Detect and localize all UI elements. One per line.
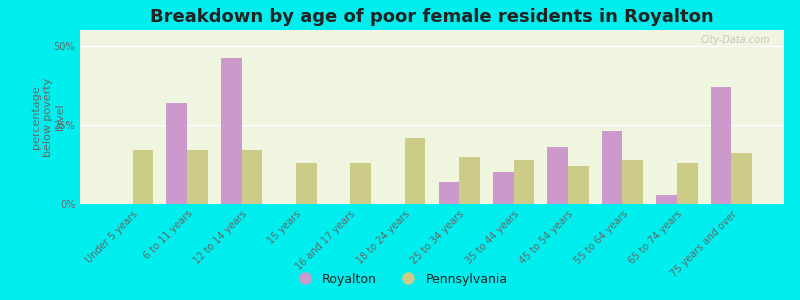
Legend: Royalton, Pennsylvania: Royalton, Pennsylvania (287, 268, 513, 291)
Bar (438, 182, 459, 204)
Bar (350, 163, 371, 204)
Bar (133, 150, 154, 204)
Bar (622, 160, 643, 204)
Y-axis label: percentage
below poverty
level: percentage below poverty level (31, 77, 65, 157)
Bar (166, 103, 187, 204)
Bar (547, 147, 568, 204)
Bar (459, 157, 480, 204)
Bar (242, 150, 262, 204)
Bar (677, 163, 698, 204)
Bar (221, 58, 242, 204)
Bar (710, 87, 731, 204)
Bar (568, 166, 589, 204)
Bar (656, 194, 677, 204)
Bar (731, 153, 752, 204)
Bar (296, 163, 317, 204)
Bar (514, 160, 534, 204)
Bar (187, 150, 208, 204)
Text: City-Data.com: City-Data.com (700, 35, 770, 45)
Title: Breakdown by age of poor female residents in Royalton: Breakdown by age of poor female resident… (150, 8, 714, 26)
Bar (493, 172, 514, 204)
Bar (602, 131, 622, 204)
Bar (405, 138, 426, 204)
